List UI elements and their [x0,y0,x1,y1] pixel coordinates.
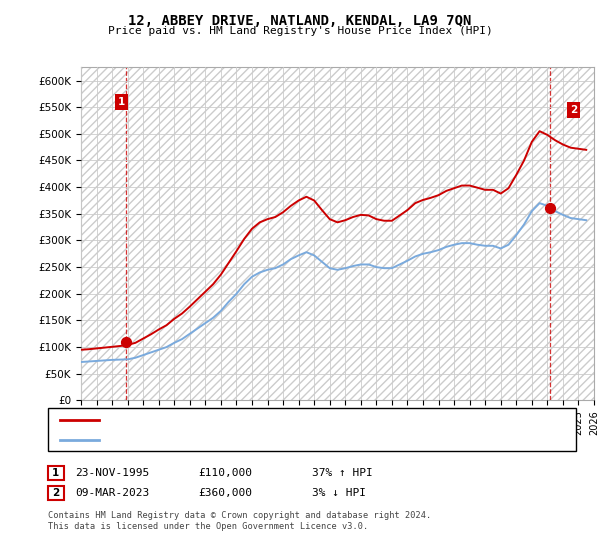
Text: HPI: Average price, detached house, Westmorland and Furness: HPI: Average price, detached house, West… [105,435,452,445]
Text: 12, ABBEY DRIVE, NATLAND, KENDAL, LA9 7QN (detached house): 12, ABBEY DRIVE, NATLAND, KENDAL, LA9 7Q… [105,415,446,424]
Text: £360,000: £360,000 [198,488,252,498]
Text: 3% ↓ HPI: 3% ↓ HPI [312,488,366,498]
Text: Contains HM Land Registry data © Crown copyright and database right 2024.: Contains HM Land Registry data © Crown c… [48,511,431,520]
Text: This data is licensed under the Open Government Licence v3.0.: This data is licensed under the Open Gov… [48,522,368,531]
Text: 37% ↑ HPI: 37% ↑ HPI [312,468,373,478]
Text: 12, ABBEY DRIVE, NATLAND, KENDAL, LA9 7QN: 12, ABBEY DRIVE, NATLAND, KENDAL, LA9 7Q… [128,14,472,28]
Text: Price paid vs. HM Land Registry's House Price Index (HPI): Price paid vs. HM Land Registry's House … [107,26,493,36]
Point [545,204,555,213]
Text: 2: 2 [570,105,577,115]
Text: 1: 1 [52,468,59,478]
Text: £110,000: £110,000 [198,468,252,478]
Text: 1: 1 [118,97,125,107]
Text: 09-MAR-2023: 09-MAR-2023 [75,488,149,498]
Point [121,337,131,346]
Text: 2: 2 [52,488,59,498]
Text: 23-NOV-1995: 23-NOV-1995 [75,468,149,478]
